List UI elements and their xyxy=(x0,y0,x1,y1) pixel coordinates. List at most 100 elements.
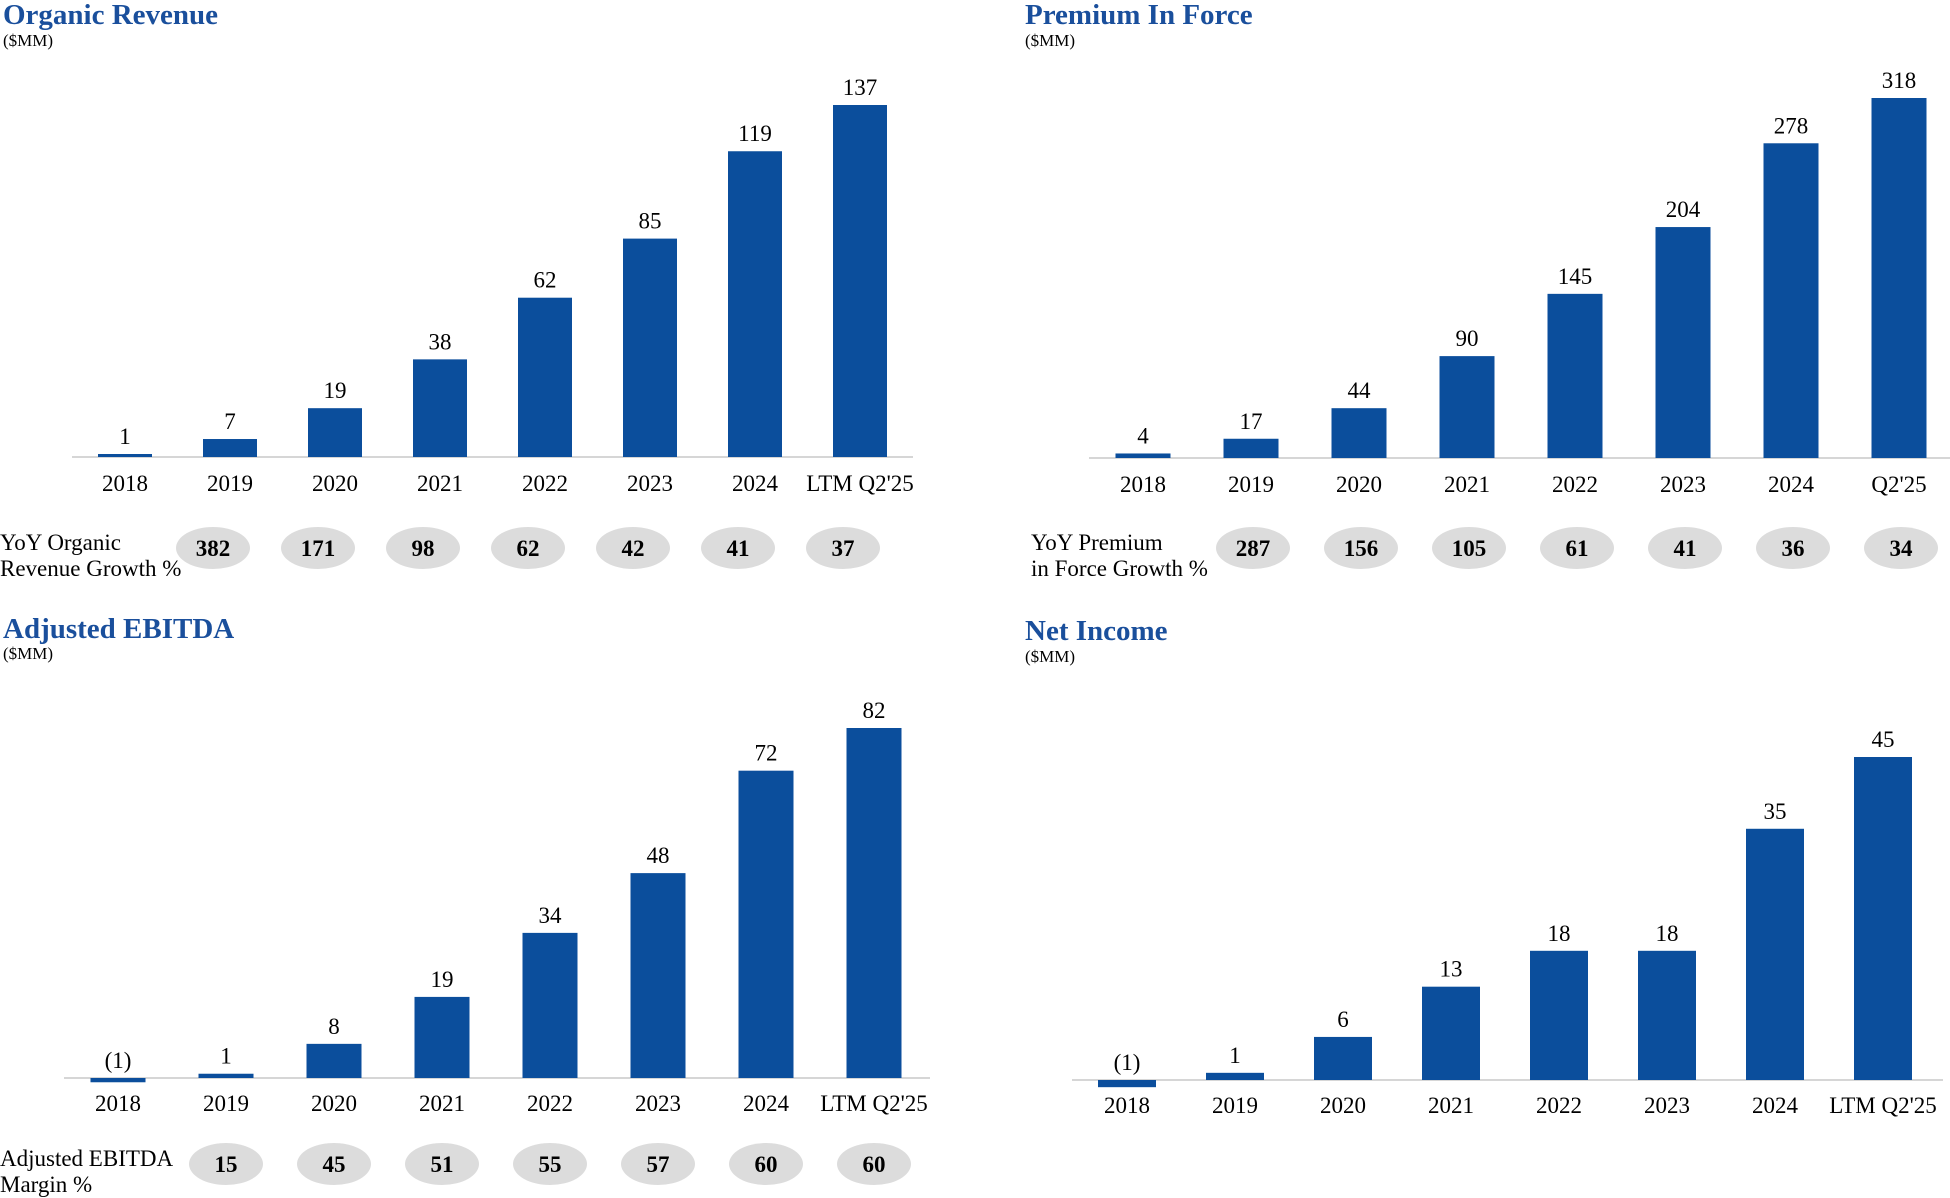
growth-pill xyxy=(281,527,355,569)
category-label: 2022 xyxy=(1536,1093,1582,1118)
bar-2020 xyxy=(1331,408,1387,458)
adjusted-ebitda-unit: ($MM) xyxy=(3,644,54,663)
value-label: 19 xyxy=(324,378,347,403)
growth-pill xyxy=(189,1143,263,1185)
bar-2021 xyxy=(414,996,470,1078)
row-label-line-2: Margin % xyxy=(0,1172,93,1197)
bar-2018 xyxy=(90,1078,146,1083)
bar-ltm-q2-25 xyxy=(833,105,887,457)
organic-revenue-unit: ($MM) xyxy=(3,31,54,50)
growth-value: 36 xyxy=(1782,536,1805,561)
value-label: 8 xyxy=(328,1014,340,1039)
bar-2023 xyxy=(1655,227,1711,458)
value-label: 62 xyxy=(534,268,557,293)
growth-pill xyxy=(806,527,880,569)
growth-value: 34 xyxy=(1890,536,1914,561)
growth-pill xyxy=(1864,527,1938,569)
value-label: (1) xyxy=(105,1048,132,1073)
growth-value: 105 xyxy=(1452,536,1487,561)
category-label: 2024 xyxy=(743,1091,790,1116)
bar-2023 xyxy=(630,873,686,1078)
category-label: 2018 xyxy=(95,1091,141,1116)
growth-pill xyxy=(1756,527,1830,569)
value-label: 18 xyxy=(1656,921,1679,946)
row-label-line-1: YoY Premium xyxy=(1031,530,1163,555)
premium-in-force-title: Premium In Force xyxy=(1025,0,1253,31)
organic-revenue-growth-label: YoY Organic Revenue Growth % xyxy=(0,530,181,582)
bar-ltm-q2-25 xyxy=(846,728,902,1078)
bar-2022 xyxy=(522,932,578,1078)
category-label: 2019 xyxy=(207,471,253,496)
value-label: 48 xyxy=(647,843,670,868)
value-label: 85 xyxy=(639,209,662,234)
value-label: 119 xyxy=(738,121,772,146)
category-label: 2024 xyxy=(1752,1093,1799,1118)
value-label: 72 xyxy=(755,741,778,766)
value-label: (1) xyxy=(1114,1050,1141,1075)
value-label: 6 xyxy=(1337,1007,1349,1032)
adjusted-ebitda-title: Adjusted EBITDA xyxy=(3,613,235,645)
value-label: 82 xyxy=(863,698,886,723)
bar-ltm-q2-25 xyxy=(1854,757,1912,1080)
bar-q2-25 xyxy=(1871,98,1927,458)
bar-2021 xyxy=(413,359,467,457)
category-label: 2020 xyxy=(312,471,358,496)
growth-pill xyxy=(491,527,565,569)
growth-value: 98 xyxy=(412,536,435,561)
row-label-line-2: Revenue Growth % xyxy=(0,556,182,581)
growth-pill xyxy=(837,1143,911,1185)
growth-pill xyxy=(1324,527,1398,569)
value-label: 145 xyxy=(1558,264,1593,289)
value-label: 318 xyxy=(1882,68,1917,93)
value-label: 44 xyxy=(1348,378,1372,403)
category-label: 2022 xyxy=(522,471,568,496)
growth-value: 287 xyxy=(1236,536,1271,561)
category-label: 2021 xyxy=(419,1091,465,1116)
growth-pill xyxy=(176,527,250,569)
growth-pill xyxy=(1432,527,1506,569)
value-label: 17 xyxy=(1240,409,1263,434)
value-label: 13 xyxy=(1440,957,1463,982)
growth-value: 55 xyxy=(539,1152,562,1177)
category-label: 2019 xyxy=(1212,1093,1258,1118)
growth-value: 15 xyxy=(215,1152,238,1177)
category-label: 2021 xyxy=(1444,472,1490,497)
category-label: 2023 xyxy=(635,1091,681,1116)
bar-2023 xyxy=(1638,950,1696,1080)
organic-revenue-chart: 1 2018 7 2019 19 2020 38 2021 62 2022 85 2023 119 202… xyxy=(72,75,914,569)
net-income-title: Net Income xyxy=(1025,615,1168,647)
growth-pill xyxy=(701,527,775,569)
row-label-line-2: in Force Growth % xyxy=(1031,556,1208,581)
category-label: 2019 xyxy=(203,1091,249,1116)
bar-2020 xyxy=(306,1043,362,1078)
bar-2019 xyxy=(1223,438,1279,458)
growth-pill xyxy=(1216,527,1290,569)
category-label: LTM Q2'25 xyxy=(1829,1093,1936,1118)
premium-in-force-chart: 4 2018 17 2019 44 2020 90 2021 145 2022 204 2023 278… xyxy=(1089,68,1950,569)
category-label: 2021 xyxy=(417,471,463,496)
growth-pill xyxy=(386,527,460,569)
value-label: 1 xyxy=(1229,1043,1241,1068)
category-label: 2018 xyxy=(1120,472,1166,497)
value-label: 7 xyxy=(224,409,236,434)
value-label: 34 xyxy=(539,903,563,928)
category-label: 2021 xyxy=(1428,1093,1474,1118)
bar-2024 xyxy=(728,151,782,457)
growth-pill xyxy=(297,1143,371,1185)
row-label-line-1: Adjusted EBITDA xyxy=(0,1146,174,1171)
row-label-line-1: YoY Organic xyxy=(0,530,121,555)
category-label: 2020 xyxy=(1320,1093,1366,1118)
category-label: 2022 xyxy=(527,1091,573,1116)
growth-value: 37 xyxy=(832,536,855,561)
value-label: 278 xyxy=(1774,113,1809,138)
bar-2020 xyxy=(308,408,362,457)
category-label: Q2'25 xyxy=(1871,472,1926,497)
organic-revenue-title: Organic Revenue xyxy=(3,0,219,31)
growth-value: 42 xyxy=(622,536,645,561)
bar-2022 xyxy=(1530,950,1588,1080)
adjusted-ebitda-chart: (1) 2018 1 2019 8 2020 19 2021 34 2022 48 2023 72 202… xyxy=(64,698,930,1185)
category-label: LTM Q2'25 xyxy=(820,1091,927,1116)
value-label: 18 xyxy=(1548,921,1571,946)
growth-pill xyxy=(1540,527,1614,569)
ebitda-margin-label: Adjusted EBITDA Margin % xyxy=(0,1146,173,1198)
